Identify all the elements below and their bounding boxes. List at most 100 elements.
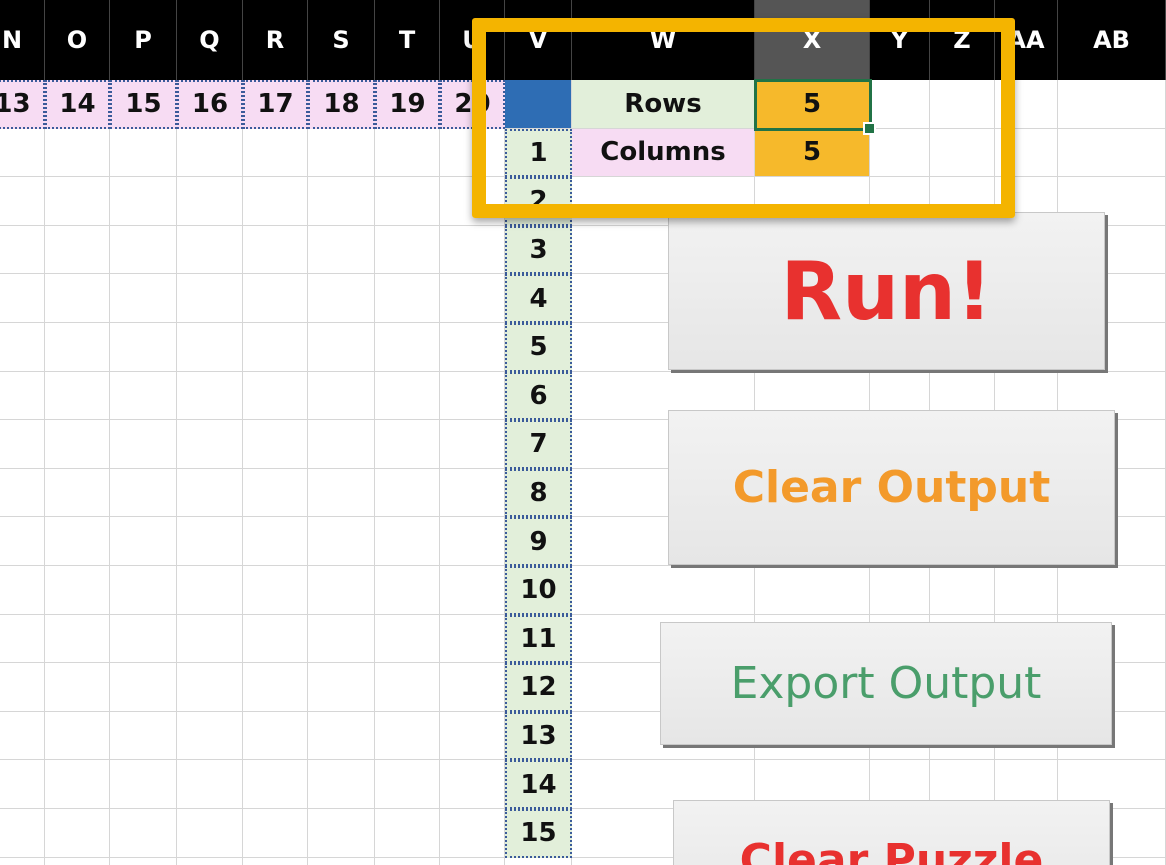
number-cell[interactable]: 8 bbox=[505, 468, 572, 518]
cell[interactable] bbox=[755, 566, 870, 615]
cell[interactable] bbox=[375, 468, 440, 518]
cell[interactable] bbox=[177, 663, 243, 712]
cell[interactable] bbox=[177, 225, 243, 275]
number-cell[interactable]: 6 bbox=[505, 371, 572, 421]
cell[interactable] bbox=[375, 857, 440, 865]
cell[interactable] bbox=[177, 274, 243, 323]
cell[interactable] bbox=[1058, 128, 1166, 178]
cell[interactable] bbox=[177, 420, 243, 469]
cell[interactable] bbox=[1058, 80, 1166, 129]
cell[interactable] bbox=[110, 371, 177, 421]
fill-handle[interactable] bbox=[863, 122, 876, 135]
cell[interactable] bbox=[243, 274, 308, 323]
number-cell[interactable]: 14 bbox=[505, 760, 572, 809]
number-cell[interactable]: 11 bbox=[505, 614, 572, 664]
cell[interactable] bbox=[110, 566, 177, 615]
cell[interactable] bbox=[995, 128, 1058, 178]
cell[interactable] bbox=[375, 517, 440, 566]
number-cell[interactable]: 4 bbox=[505, 274, 572, 323]
number-cell[interactable]: 9 bbox=[505, 517, 572, 566]
cell[interactable] bbox=[375, 566, 440, 615]
cell[interactable] bbox=[572, 177, 755, 226]
cell[interactable] bbox=[243, 566, 308, 615]
cell[interactable] bbox=[572, 760, 755, 809]
cell[interactable] bbox=[930, 128, 995, 178]
cell[interactable] bbox=[45, 323, 110, 372]
cell[interactable] bbox=[243, 323, 308, 372]
cell[interactable] bbox=[45, 809, 110, 858]
cell[interactable] bbox=[572, 566, 755, 615]
number-cell[interactable]: 16 bbox=[177, 80, 243, 129]
cell[interactable] bbox=[440, 177, 505, 226]
cell[interactable] bbox=[375, 420, 440, 469]
setting-label[interactable]: Columns bbox=[572, 128, 755, 178]
column-header[interactable]: V bbox=[505, 0, 572, 80]
cell[interactable] bbox=[440, 809, 505, 858]
cell[interactable] bbox=[45, 274, 110, 323]
cell[interactable] bbox=[45, 128, 110, 178]
cell[interactable] bbox=[243, 371, 308, 421]
column-header[interactable]: Q bbox=[177, 0, 243, 80]
cell[interactable] bbox=[0, 323, 45, 372]
cell[interactable] bbox=[177, 128, 243, 178]
number-cell[interactable]: 15 bbox=[110, 80, 177, 129]
column-header[interactable]: AB bbox=[1058, 0, 1166, 80]
number-cell[interactable]: 5 bbox=[505, 323, 572, 372]
cell[interactable] bbox=[0, 371, 45, 421]
cell[interactable] bbox=[45, 177, 110, 226]
cell[interactable] bbox=[0, 711, 45, 761]
cell[interactable] bbox=[243, 468, 308, 518]
cell[interactable] bbox=[45, 371, 110, 421]
cell[interactable] bbox=[45, 566, 110, 615]
cell[interactable] bbox=[308, 614, 375, 664]
cell[interactable] bbox=[0, 177, 45, 226]
cell[interactable] bbox=[243, 517, 308, 566]
cell[interactable] bbox=[995, 80, 1058, 129]
cell[interactable] bbox=[45, 711, 110, 761]
cell[interactable] bbox=[375, 711, 440, 761]
number-cell[interactable]: 14 bbox=[45, 80, 110, 129]
cell[interactable] bbox=[308, 468, 375, 518]
cell[interactable] bbox=[243, 225, 308, 275]
cell[interactable] bbox=[930, 566, 995, 615]
number-cell[interactable]: 13 bbox=[505, 711, 572, 761]
cell[interactable] bbox=[45, 420, 110, 469]
cell[interactable] bbox=[375, 663, 440, 712]
column-header[interactable]: AA bbox=[995, 0, 1058, 80]
column-header[interactable]: P bbox=[110, 0, 177, 80]
column-header[interactable]: O bbox=[45, 0, 110, 80]
cell[interactable] bbox=[110, 274, 177, 323]
cell[interactable] bbox=[308, 663, 375, 712]
column-header[interactable]: W bbox=[572, 0, 755, 80]
cell[interactable] bbox=[177, 517, 243, 566]
cell[interactable] bbox=[45, 468, 110, 518]
cell[interactable] bbox=[0, 857, 45, 865]
number-cell[interactable]: 13 bbox=[0, 80, 45, 129]
cell[interactable] bbox=[110, 711, 177, 761]
cell[interactable] bbox=[440, 371, 505, 421]
button[interactable]: Clear Output bbox=[668, 410, 1115, 565]
cell[interactable] bbox=[308, 711, 375, 761]
cell[interactable] bbox=[440, 711, 505, 761]
cell[interactable] bbox=[308, 760, 375, 809]
cell[interactable] bbox=[243, 809, 308, 858]
cell[interactable] bbox=[375, 614, 440, 664]
cell[interactable] bbox=[243, 420, 308, 469]
cell[interactable] bbox=[440, 857, 505, 865]
cell[interactable] bbox=[375, 323, 440, 372]
cell[interactable] bbox=[0, 420, 45, 469]
cell[interactable] bbox=[110, 614, 177, 664]
number-cell[interactable]: 10 bbox=[505, 566, 572, 615]
cell[interactable] bbox=[0, 274, 45, 323]
cell[interactable] bbox=[440, 225, 505, 275]
column-header[interactable]: S bbox=[308, 0, 375, 80]
number-cell[interactable]: 12 bbox=[505, 663, 572, 712]
cell[interactable] bbox=[308, 809, 375, 858]
button[interactable]: Export Output bbox=[660, 622, 1112, 745]
cell[interactable] bbox=[45, 760, 110, 809]
cell[interactable] bbox=[870, 566, 930, 615]
cell[interactable] bbox=[308, 323, 375, 372]
cell[interactable] bbox=[110, 760, 177, 809]
cell[interactable] bbox=[995, 566, 1058, 615]
number-cell[interactable]: 2 bbox=[505, 177, 572, 226]
